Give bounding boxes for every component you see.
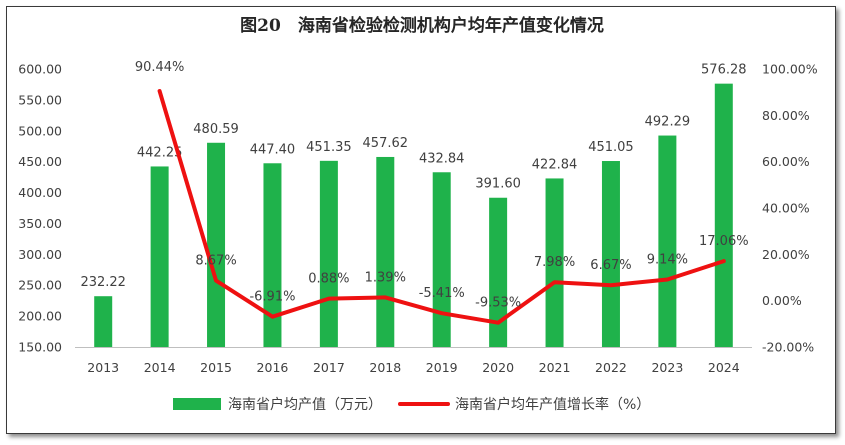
x-axis-tick-label: 2015 [200,360,232,375]
line-data-label: -5.41% [419,286,465,301]
bar-data-label: 447.40 [250,142,296,157]
x-axis-tick-label: 2023 [651,360,683,375]
bar [94,296,113,347]
bar-data-label: 451.05 [588,140,634,155]
legend-line-label: 海南省户均年产值增长率（%） [455,396,650,413]
line-data-label: 8.67% [195,254,236,269]
bar [150,166,169,347]
bar-data-label: 492.29 [645,115,691,130]
chart-border [6,6,836,434]
left-axis-tick-label: 600.00 [18,62,62,77]
left-axis-tick-label: 450.00 [18,154,62,169]
right-axis-tick-label: 80.00% [762,108,810,123]
bar [263,163,282,347]
bar-data-label: 442.25 [137,145,183,160]
left-axis-tick-label: 200.00 [18,309,62,324]
line-data-label: 6.67% [590,258,631,273]
x-axis-tick-label: 2018 [369,360,401,375]
left-axis-tick-label: 250.00 [18,278,62,293]
x-axis-tick-label: 2017 [313,360,345,375]
bar [714,83,733,347]
left-axis-tick-label: 300.00 [18,247,62,262]
left-axis-tick-label: 350.00 [18,216,62,231]
bar-data-label: 432.84 [419,151,465,166]
x-axis-tick-label: 2020 [482,360,514,375]
left-axis-tick-label: 400.00 [18,185,62,200]
line-data-label: 1.39% [365,270,406,285]
line-data-label: 0.88% [308,272,349,287]
left-axis-tick-label: 150.00 [18,340,62,355]
x-axis-tick-label: 2014 [144,360,176,375]
bar [545,178,564,347]
bar-data-label: 232.22 [80,275,126,290]
x-axis-tick-label: 2019 [426,360,458,375]
right-axis-tick-label: 60.00% [762,154,810,169]
right-axis-tick-label: 0.00% [762,293,802,308]
x-axis-tick-label: 2013 [87,360,119,375]
legend-bar-swatch [173,398,221,410]
left-axis-tick-label: 500.00 [18,123,62,138]
right-axis-tick-label: -20.00% [762,340,814,355]
line-data-label: 9.14% [647,252,688,267]
x-axis-tick-label: 2024 [708,360,740,375]
bar-data-label: 391.60 [475,177,521,192]
right-axis-tick-label: 100.00% [762,62,818,77]
bar-data-label: 480.59 [193,122,239,137]
x-axis-tick-label: 2021 [539,360,571,375]
bar [658,135,677,347]
line-data-label: -6.91% [249,290,295,305]
line-data-label: 90.44% [135,60,185,75]
bar [489,197,508,347]
chart-title: 图20 海南省检验检测机构户均年产值变化情况 [240,15,604,36]
line-data-label: 17.06% [699,234,749,249]
bar [207,142,226,347]
bar [432,172,451,347]
x-axis-tick-label: 2016 [257,360,289,375]
bar [601,161,620,347]
bar-data-label: 576.28 [701,63,747,78]
bar-data-label: 451.35 [306,140,352,155]
bar [319,160,338,347]
line-data-label: 7.98% [534,255,575,270]
bar [376,156,395,347]
right-axis-tick-label: 20.00% [762,247,810,262]
left-axis-tick-label: 550.00 [18,92,62,107]
bar-data-label: 422.84 [532,157,578,172]
bar-data-label: 457.62 [363,136,409,151]
x-axis-tick-label: 2022 [595,360,627,375]
growth-rate-line [157,89,726,325]
right-axis-tick-label: 40.00% [762,201,810,216]
line-data-label: -9.53% [475,296,521,311]
legend-bar-label: 海南省户均产值（万元） [228,396,382,413]
